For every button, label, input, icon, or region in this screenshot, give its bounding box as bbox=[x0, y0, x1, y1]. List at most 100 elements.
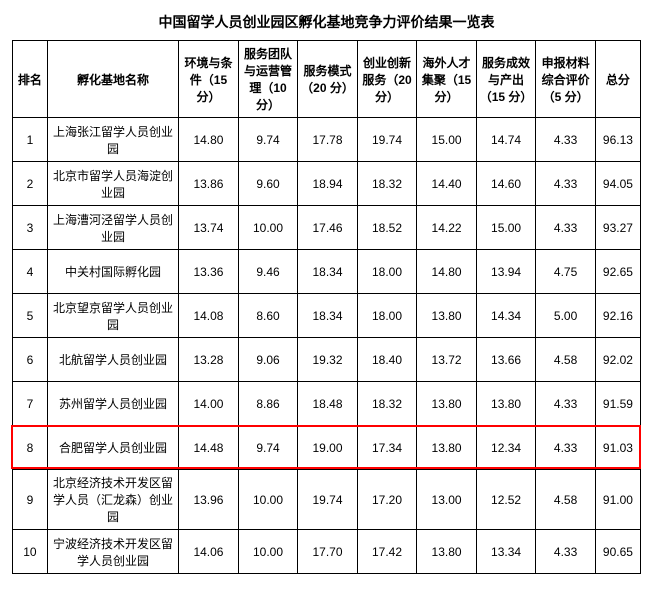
cell-m6: 13.66 bbox=[476, 338, 536, 382]
cell-name: 合肥留学人员创业园 bbox=[47, 426, 178, 470]
cell-total: 94.05 bbox=[595, 162, 640, 206]
cell-m2: 9.74 bbox=[238, 118, 298, 162]
cell-total: 90.65 bbox=[595, 530, 640, 574]
cell-total: 91.03 bbox=[595, 426, 640, 470]
cell-total: 91.59 bbox=[595, 382, 640, 426]
table-row: 8合肥留学人员创业园14.489.7419.0017.3413.8012.344… bbox=[13, 426, 641, 470]
table-row: 5北京望京留学人员创业园14.088.6018.3418.0013.8014.3… bbox=[13, 294, 641, 338]
cell-m5: 13.00 bbox=[417, 470, 477, 530]
cell-rank: 3 bbox=[13, 206, 48, 250]
table-row: 2北京市留学人员海淀创业园13.869.6018.9418.3214.4014.… bbox=[13, 162, 641, 206]
header-m7: 申报材料综合评价（5 分） bbox=[536, 41, 596, 118]
cell-m7: 4.33 bbox=[536, 530, 596, 574]
cell-total: 96.13 bbox=[595, 118, 640, 162]
cell-rank: 10 bbox=[13, 530, 48, 574]
cell-m4: 17.34 bbox=[357, 426, 417, 470]
cell-total: 92.65 bbox=[595, 250, 640, 294]
cell-rank: 2 bbox=[13, 162, 48, 206]
cell-m4: 18.32 bbox=[357, 162, 417, 206]
cell-name: 北航留学人员创业园 bbox=[47, 338, 178, 382]
header-m6: 服务成效与产出（15 分） bbox=[476, 41, 536, 118]
table-row: 3上海漕河泾留学人员创业园13.7410.0017.4618.5214.2215… bbox=[13, 206, 641, 250]
table-row: 7苏州留学人员创业园14.008.8618.4818.3213.8013.804… bbox=[13, 382, 641, 426]
cell-m2: 10.00 bbox=[238, 530, 298, 574]
cell-m1: 14.06 bbox=[179, 530, 239, 574]
cell-m1: 13.28 bbox=[179, 338, 239, 382]
cell-m3: 18.94 bbox=[298, 162, 358, 206]
cell-rank: 1 bbox=[13, 118, 48, 162]
cell-m7: 4.58 bbox=[536, 470, 596, 530]
cell-m7: 4.58 bbox=[536, 338, 596, 382]
cell-m1: 13.74 bbox=[179, 206, 239, 250]
cell-m2: 9.74 bbox=[238, 426, 298, 470]
cell-m2: 10.00 bbox=[238, 206, 298, 250]
cell-m4: 18.52 bbox=[357, 206, 417, 250]
cell-m1: 13.36 bbox=[179, 250, 239, 294]
cell-total: 92.02 bbox=[595, 338, 640, 382]
header-m2: 服务团队与运营管理（10分） bbox=[238, 41, 298, 118]
cell-m7: 4.75 bbox=[536, 250, 596, 294]
cell-m2: 9.46 bbox=[238, 250, 298, 294]
cell-m4: 18.32 bbox=[357, 382, 417, 426]
table-row: 6北航留学人员创业园13.289.0619.3218.4013.7213.664… bbox=[13, 338, 641, 382]
cell-m5: 13.80 bbox=[417, 530, 477, 574]
cell-total: 91.00 bbox=[595, 470, 640, 530]
cell-m6: 13.94 bbox=[476, 250, 536, 294]
cell-total: 92.16 bbox=[595, 294, 640, 338]
cell-m1: 14.48 bbox=[179, 426, 239, 470]
header-name: 孵化基地名称 bbox=[47, 41, 178, 118]
cell-m5: 13.80 bbox=[417, 294, 477, 338]
cell-m6: 15.00 bbox=[476, 206, 536, 250]
table-header-row: 排名 孵化基地名称 环境与条件（15 分） 服务团队与运营管理（10分） 服务模… bbox=[13, 41, 641, 118]
cell-m5: 14.40 bbox=[417, 162, 477, 206]
cell-m3: 17.70 bbox=[298, 530, 358, 574]
cell-m7: 4.33 bbox=[536, 382, 596, 426]
cell-m4: 18.00 bbox=[357, 250, 417, 294]
cell-m1: 14.08 bbox=[179, 294, 239, 338]
cell-m4: 17.42 bbox=[357, 530, 417, 574]
cell-rank: 5 bbox=[13, 294, 48, 338]
cell-m2: 8.86 bbox=[238, 382, 298, 426]
cell-m7: 5.00 bbox=[536, 294, 596, 338]
cell-m3: 19.32 bbox=[298, 338, 358, 382]
cell-m2: 8.60 bbox=[238, 294, 298, 338]
cell-m3: 18.48 bbox=[298, 382, 358, 426]
cell-m5: 15.00 bbox=[417, 118, 477, 162]
cell-rank: 7 bbox=[13, 382, 48, 426]
cell-name: 苏州留学人员创业园 bbox=[47, 382, 178, 426]
cell-m6: 12.52 bbox=[476, 470, 536, 530]
cell-m6: 14.60 bbox=[476, 162, 536, 206]
cell-rank: 9 bbox=[13, 470, 48, 530]
cell-m3: 17.46 bbox=[298, 206, 358, 250]
cell-m5: 14.80 bbox=[417, 250, 477, 294]
header-m3: 服务模式（20 分） bbox=[298, 41, 358, 118]
cell-m1: 13.96 bbox=[179, 470, 239, 530]
cell-m2: 9.06 bbox=[238, 338, 298, 382]
cell-m1: 13.86 bbox=[179, 162, 239, 206]
cell-rank: 4 bbox=[13, 250, 48, 294]
table-wrap: 排名 孵化基地名称 环境与条件（15 分） 服务团队与运营管理（10分） 服务模… bbox=[12, 40, 641, 574]
cell-m1: 14.00 bbox=[179, 382, 239, 426]
cell-m4: 19.74 bbox=[357, 118, 417, 162]
table-row: 1上海张江留学人员创业园14.809.7417.7819.7415.0014.7… bbox=[13, 118, 641, 162]
cell-m5: 13.80 bbox=[417, 382, 477, 426]
header-m5: 海外人才集聚（15 分） bbox=[417, 41, 477, 118]
cell-name: 上海张江留学人员创业园 bbox=[47, 118, 178, 162]
header-total: 总分 bbox=[595, 41, 640, 118]
cell-name: 北京市留学人员海淀创业园 bbox=[47, 162, 178, 206]
cell-name: 中关村国际孵化园 bbox=[47, 250, 178, 294]
table-body: 1上海张江留学人员创业园14.809.7417.7819.7415.0014.7… bbox=[13, 118, 641, 574]
page-title: 中国留学人员创业园区孵化基地竞争力评价结果一览表 bbox=[12, 12, 641, 32]
cell-m6: 14.34 bbox=[476, 294, 536, 338]
cell-name: 北京经济技术开发区留学人员（汇龙森）创业园 bbox=[47, 470, 178, 530]
cell-m1: 14.80 bbox=[179, 118, 239, 162]
cell-m3: 17.78 bbox=[298, 118, 358, 162]
cell-m6: 13.34 bbox=[476, 530, 536, 574]
table-row: 4中关村国际孵化园13.369.4618.3418.0014.8013.944.… bbox=[13, 250, 641, 294]
header-m4: 创业创新服务（20 分） bbox=[357, 41, 417, 118]
cell-m4: 18.40 bbox=[357, 338, 417, 382]
header-m1: 环境与条件（15 分） bbox=[179, 41, 239, 118]
cell-total: 93.27 bbox=[595, 206, 640, 250]
cell-m5: 13.80 bbox=[417, 426, 477, 470]
cell-m7: 4.33 bbox=[536, 118, 596, 162]
